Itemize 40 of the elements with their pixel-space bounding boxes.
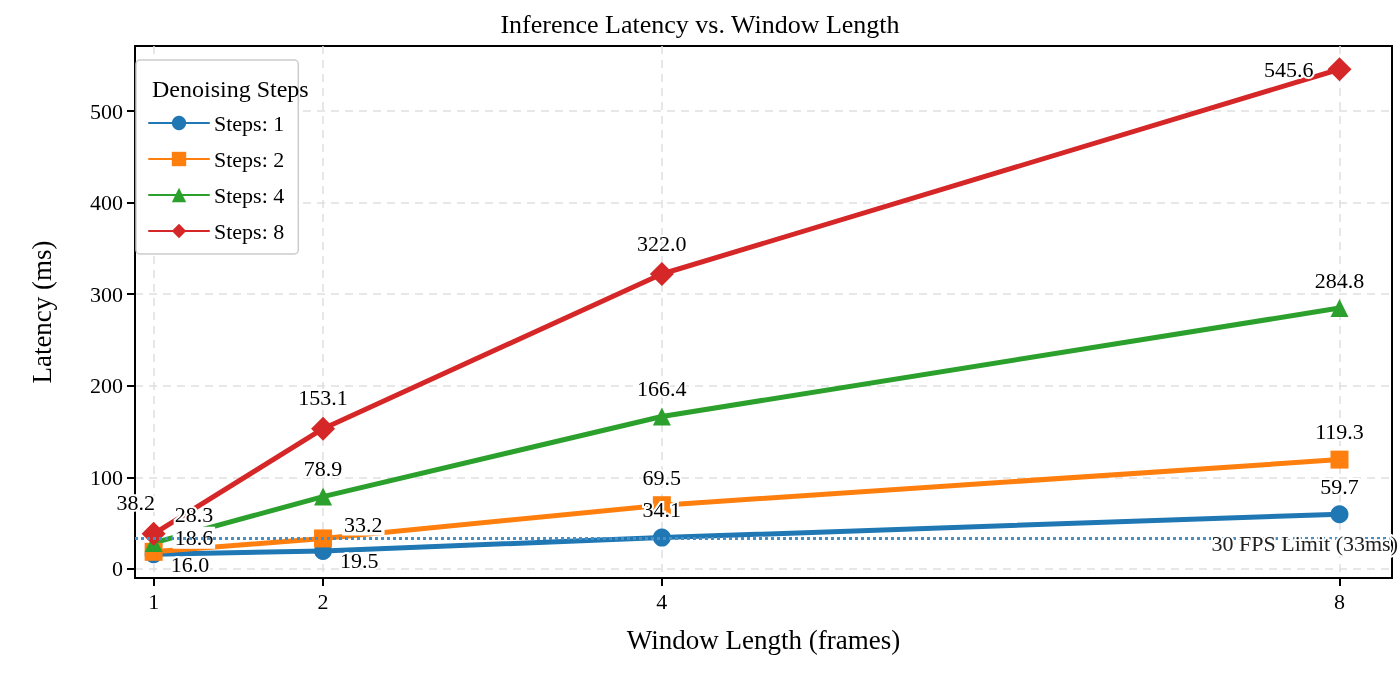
data-label: 16.0 <box>170 551 210 577</box>
point <box>1330 450 1349 469</box>
legend-label: Steps: 2 <box>214 146 285 172</box>
point <box>311 416 336 441</box>
point <box>652 407 671 426</box>
point <box>141 521 166 546</box>
point <box>1330 505 1349 524</box>
y-tick-label: 400 <box>90 190 123 216</box>
chart-title: Inference Latency vs. Window Length <box>500 9 900 39</box>
data-label: 322.0 <box>637 230 687 256</box>
legend-label: Steps: 8 <box>214 218 285 244</box>
x-tick-label: 1 <box>148 588 160 614</box>
data-label: 545.6 <box>1263 56 1314 82</box>
point <box>314 487 333 506</box>
data-label: 284.8 <box>1314 267 1365 293</box>
point <box>314 529 333 548</box>
legend-title: Denoising Steps <box>152 76 309 102</box>
legend-label: Steps: 1 <box>214 110 285 136</box>
x-tick-label: 4 <box>656 588 668 614</box>
data-label: 33.2 <box>344 511 383 537</box>
y-axis-title: Latency (ms) <box>26 240 57 384</box>
point <box>1330 299 1349 318</box>
point <box>1327 57 1352 82</box>
data-label: 119.3 <box>1315 419 1364 445</box>
data-label: 69.5 <box>642 464 682 490</box>
x-axis-title: Window Length (frames) <box>626 624 901 655</box>
legend-label: Steps: 4 <box>214 182 285 208</box>
x-tick-label: 8 <box>1333 588 1345 614</box>
data-label: 19.5 <box>340 548 379 574</box>
data-label: 78.9 <box>303 456 343 482</box>
y-tick-label: 300 <box>90 281 123 307</box>
data-label: 166.4 <box>637 375 687 401</box>
data-label: 59.7 <box>1320 473 1359 499</box>
point <box>649 262 674 286</box>
x-tick-label: 2 <box>317 588 329 614</box>
y-tick-label: 0 <box>112 556 123 582</box>
y-tick-label: 200 <box>90 373 123 399</box>
y-tick-label: 500 <box>90 98 123 124</box>
y-tick-label: 100 <box>90 464 123 490</box>
data-label: 153.1 <box>298 385 348 411</box>
